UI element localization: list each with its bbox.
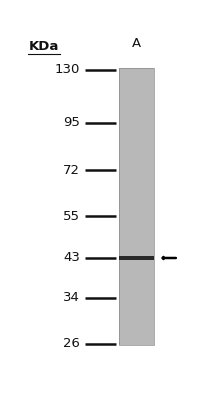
Text: 130: 130 — [55, 63, 80, 76]
Text: 26: 26 — [63, 337, 80, 350]
Text: 43: 43 — [63, 252, 80, 264]
Text: KDa: KDa — [28, 40, 59, 53]
Bar — [119, 256, 154, 260]
Bar — [119, 68, 154, 345]
Text: 72: 72 — [63, 164, 80, 177]
Text: A: A — [132, 36, 141, 50]
Text: 34: 34 — [63, 292, 80, 304]
Bar — [119, 68, 154, 345]
Text: 55: 55 — [63, 210, 80, 222]
Text: 95: 95 — [63, 116, 80, 130]
